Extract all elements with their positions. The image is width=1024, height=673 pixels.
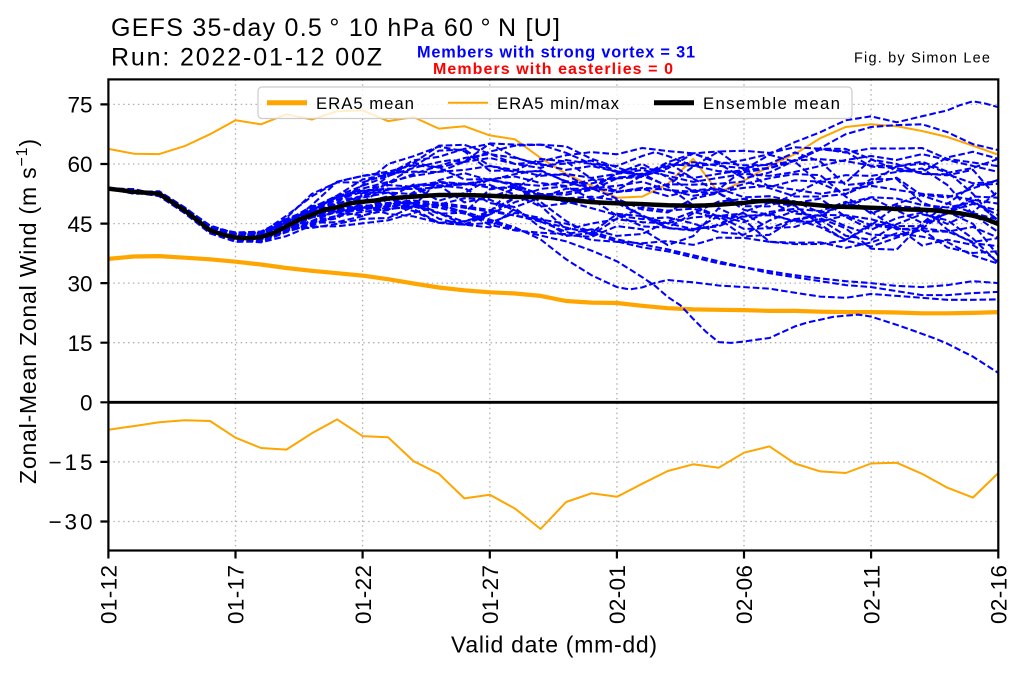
svg-text:−15: −15 <box>49 450 93 475</box>
svg-text:Zonal-Mean Zonal Wind (m s−1): Zonal-Mean Zonal Wind (m s−1) <box>14 139 41 484</box>
svg-text:02-16: 02-16 <box>987 565 1012 624</box>
svg-text:02-11: 02-11 <box>859 565 884 624</box>
svg-text:01-17: 01-17 <box>224 565 249 624</box>
svg-text:02-06: 02-06 <box>732 565 757 624</box>
svg-text:01-12: 01-12 <box>97 565 122 624</box>
svg-text:GEFS 35-day 0.5 ° 10 hPa 60 °: GEFS 35-day 0.5 ° 10 hPa 60 ° N [U] <box>111 14 560 42</box>
svg-text:Ensemble mean: Ensemble mean <box>703 94 840 113</box>
svg-text:Run: 2022-01-12 00Z: Run: 2022-01-12 00Z <box>111 44 382 72</box>
svg-text:0: 0 <box>80 391 93 416</box>
svg-text:−30: −30 <box>49 510 93 535</box>
svg-text:75: 75 <box>67 93 92 118</box>
svg-text:Fig. by Simon Lee: Fig. by Simon Lee <box>854 50 990 66</box>
svg-text:15: 15 <box>67 331 92 356</box>
svg-text:45: 45 <box>67 212 92 237</box>
svg-text:Members with strong vortex = 3: Members with strong vortex = 31 <box>417 44 695 62</box>
svg-text:Valid date (mm-dd): Valid date (mm-dd) <box>451 631 657 657</box>
svg-text:ERA5 min/max: ERA5 min/max <box>497 94 620 113</box>
svg-text:30: 30 <box>67 271 92 296</box>
svg-text:60: 60 <box>67 152 92 177</box>
svg-text:01-27: 01-27 <box>478 565 503 624</box>
svg-text:Members with easterlies = 0: Members with easterlies = 0 <box>433 61 673 78</box>
svg-text:01-22: 01-22 <box>351 565 376 624</box>
svg-text:02-01: 02-01 <box>605 565 630 624</box>
svg-text:ERA5 mean: ERA5 mean <box>316 94 414 113</box>
